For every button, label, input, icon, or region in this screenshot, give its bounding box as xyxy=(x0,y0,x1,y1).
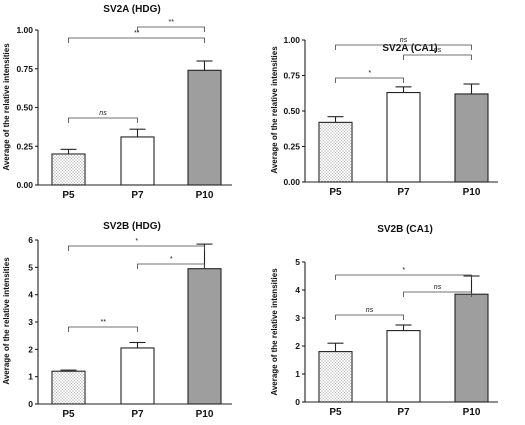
significance-bracket xyxy=(137,26,205,32)
x-tick-label: P10 xyxy=(196,409,214,420)
bar xyxy=(120,347,155,405)
y-tick-label: 1.00 xyxy=(16,25,33,35)
bar xyxy=(454,293,489,403)
significance-bracket xyxy=(68,245,205,251)
x-tick-label: P7 xyxy=(131,190,144,201)
y-tick-label: 1.00 xyxy=(283,35,300,45)
y-tick-label: 4 xyxy=(295,285,300,295)
x-tick-label: P7 xyxy=(131,409,144,420)
y-tick-label: 0 xyxy=(28,399,33,409)
y-tick-label: 0.00 xyxy=(16,180,33,190)
y-tick-label: 0.50 xyxy=(16,103,33,113)
y-tick-label: 0.75 xyxy=(16,64,33,74)
x-tick-label: P5 xyxy=(329,407,342,418)
y-axis-label: Average of the relative intensities xyxy=(270,268,279,396)
chart-sv2a-ca1: SV2A (CA1) Average of the relative inten… xyxy=(270,35,498,198)
x-tick-label: P5 xyxy=(62,190,75,201)
y-tick-label: 0.00 xyxy=(283,177,300,187)
bar xyxy=(318,351,353,403)
significance-label: * xyxy=(402,267,405,274)
significance-bracket xyxy=(335,314,404,320)
chart-title: SV2B (HDG) xyxy=(103,221,161,232)
y-tick-label: 3 xyxy=(295,313,300,323)
bar xyxy=(318,121,353,183)
y-tick-label: 1 xyxy=(295,369,300,379)
significance-label: ns xyxy=(434,47,442,54)
y-tick-label: 0.75 xyxy=(283,71,300,81)
bar xyxy=(386,330,421,403)
x-tick-label: P7 xyxy=(397,407,410,418)
y-tick-label: 0 xyxy=(295,397,300,407)
chart-sv2b-hdg: SV2B (HDG) Average of the relative inten… xyxy=(2,221,232,420)
y-tick-label: 6 xyxy=(28,235,33,245)
significance-label: ns xyxy=(400,37,408,44)
y-axis-label: Average of the relative intensities xyxy=(270,46,279,174)
y-axis-label: Average of the relative intensities xyxy=(2,43,11,171)
significance-bracket xyxy=(68,117,138,123)
y-tick-label: 0.25 xyxy=(16,141,33,151)
significance-label: ns xyxy=(99,110,107,117)
significance-bracket xyxy=(335,274,472,280)
bar xyxy=(51,370,86,405)
chart-title: SV2A (HDG) xyxy=(103,4,160,15)
y-tick-label: 4 xyxy=(28,290,33,300)
y-tick-label: 5 xyxy=(28,262,33,272)
significance-bracket xyxy=(68,37,205,43)
bar xyxy=(51,153,86,186)
chart-title: SV2A (CA1) xyxy=(382,43,437,54)
significance-label: ns xyxy=(366,307,374,314)
x-tick-label: P10 xyxy=(196,190,214,201)
significance-bracket xyxy=(68,326,138,332)
significance-bracket xyxy=(335,44,472,50)
x-tick-label: P5 xyxy=(329,187,342,198)
significance-label: * xyxy=(368,70,371,77)
x-tick-label: P10 xyxy=(463,407,481,418)
x-tick-label: P7 xyxy=(397,187,410,198)
chart-title: SV2B (CA1) xyxy=(377,224,433,235)
bar xyxy=(454,93,489,183)
y-tick-label: 0.50 xyxy=(283,106,300,116)
x-tick-label: P10 xyxy=(463,187,481,198)
y-tick-label: 2 xyxy=(295,341,300,351)
x-tick-label: P5 xyxy=(62,409,75,420)
bar xyxy=(386,91,421,183)
significance-bracket xyxy=(137,263,205,269)
significance-label: ** xyxy=(168,19,174,26)
chart-sv2b-ca1: SV2B (CA1) Average of the relative inten… xyxy=(270,224,498,418)
bar xyxy=(120,136,155,186)
bar xyxy=(187,69,222,186)
y-axis-label: Average of the relative intensities xyxy=(2,257,11,385)
significance-bracket xyxy=(403,54,472,60)
y-tick-label: 1 xyxy=(28,372,33,382)
significance-bracket xyxy=(403,291,472,297)
significance-label: ns xyxy=(434,284,442,291)
y-tick-label: 5 xyxy=(295,257,300,267)
y-tick-label: 0.25 xyxy=(283,142,300,152)
chart-sv2a-hdg: SV2A (HDG) Average of the relative inten… xyxy=(2,4,232,201)
significance-label: * xyxy=(135,238,138,245)
significance-label: ** xyxy=(100,319,106,326)
significance-bracket xyxy=(335,77,404,83)
significance-label: * xyxy=(170,256,173,263)
y-tick-label: 2 xyxy=(28,344,33,354)
y-tick-label: 3 xyxy=(28,317,33,327)
significance-label: ** xyxy=(134,30,140,37)
bar xyxy=(187,268,222,405)
